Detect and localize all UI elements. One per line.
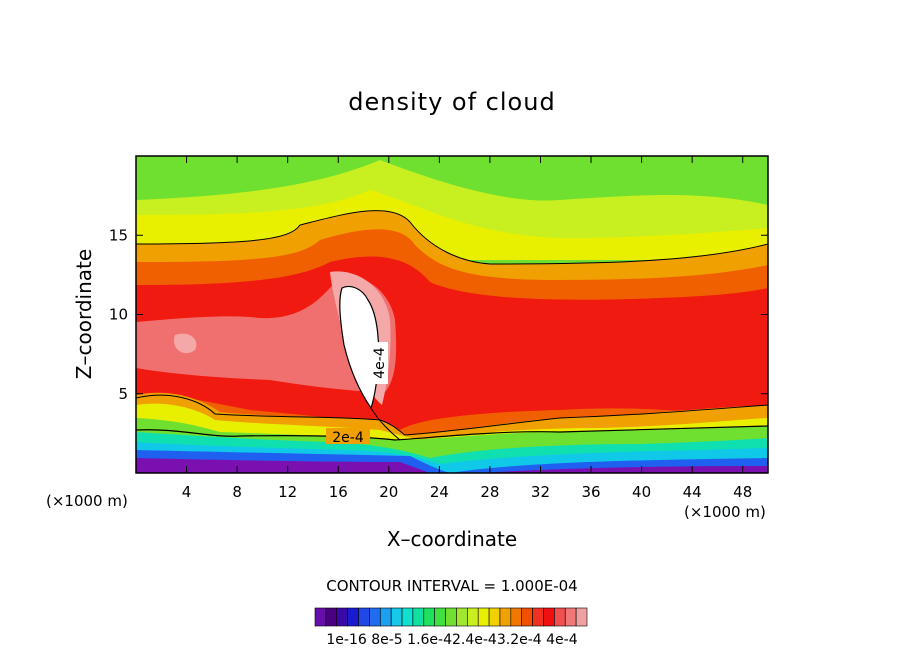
- plot-field: [136, 156, 768, 473]
- colorbar-swatch: [467, 607, 479, 627]
- band-light-pink-spot: [174, 333, 197, 354]
- colorbar-swatch: [314, 607, 327, 627]
- colorbar-swatch: [401, 607, 414, 627]
- colorbar-swatch: [358, 607, 370, 627]
- x-tick-label: 12: [278, 483, 297, 501]
- y-axis: 5 10 15: [109, 226, 768, 403]
- colorbar-swatch: [521, 607, 533, 627]
- colorbar-swatch: [390, 607, 403, 627]
- colorbar-swatch: [554, 607, 566, 627]
- x-tick-label: 24: [430, 483, 449, 501]
- x-tick-label: 40: [632, 483, 651, 501]
- contour-line-core-tail: [370, 407, 401, 441]
- colorbar-swatch: [369, 607, 381, 627]
- colorbar-swatch: [347, 607, 359, 627]
- colorbar-swatch: [532, 607, 544, 627]
- x-tick-label: 32: [531, 483, 550, 501]
- x-tick-label: 4: [182, 483, 192, 501]
- x-tick-label: 20: [379, 483, 398, 501]
- y-tick-label: 15: [109, 226, 128, 244]
- colorbar-swatch: [423, 607, 435, 627]
- contour-interval-text: CONTOUR INTERVAL = 1.000E-04: [326, 577, 578, 595]
- contour-label-bg-4e-4: [370, 342, 388, 384]
- colorbar-swatch: [543, 607, 555, 627]
- cloud-core-4e-4: [339, 285, 380, 410]
- colorbar-swatch: [412, 607, 425, 627]
- colorbar-swatch: [510, 607, 523, 627]
- y-tick-label: 5: [118, 385, 128, 403]
- y-axis-label: Z–coordinate: [72, 248, 96, 380]
- contour-line-lower: [136, 394, 768, 436]
- colorbar-swatch: [325, 607, 338, 627]
- colorbar-swatch: [336, 607, 348, 627]
- band-pink: [136, 277, 397, 392]
- x-axis-label: X–coordinate: [386, 527, 518, 551]
- colorbar-labels: 1e-16 8e-5 1.6e-42.4e-43.2e-4 4e-4: [326, 632, 578, 648]
- colorbar-swatch: [488, 607, 501, 627]
- x-tick-label: 16: [329, 483, 348, 501]
- contour-label-bg-2e-4: [326, 428, 370, 444]
- x-tick-label: 36: [581, 483, 600, 501]
- contour-label-4e-4: 4e-4: [372, 347, 388, 379]
- colorbar-swatch: [477, 607, 490, 627]
- colorbar-swatch: [445, 607, 457, 627]
- colorbar-swatch: [434, 607, 446, 627]
- colorbar: [314, 607, 588, 627]
- x-axis: 4 8 12 16 20 24 28 32 36 40 44 48: [182, 156, 752, 501]
- x-tick-label: 48: [733, 483, 752, 501]
- contour-line-upper: [136, 210, 768, 265]
- contour-label-2e-4: 2e-4: [332, 430, 364, 446]
- x-unit-right: (×1000 m): [684, 503, 766, 521]
- x-unit-left: (×1000 m): [46, 492, 128, 510]
- contour-line-2e-4: [136, 425, 768, 441]
- colorbar-swatch: [456, 607, 468, 627]
- colorbar-swatch: [564, 607, 577, 627]
- colorbar-swatch: [499, 607, 512, 627]
- chart-title: density of cloud: [348, 88, 556, 116]
- band-red: [136, 256, 768, 430]
- band-lower-purple: [136, 458, 768, 473]
- x-tick-label: 28: [480, 483, 499, 501]
- colorbar-swatch: [379, 607, 392, 627]
- x-tick-label: 44: [683, 483, 702, 501]
- colorbar-swatch: [575, 607, 588, 627]
- x-tick-label: 8: [232, 483, 242, 501]
- y-tick-label: 10: [109, 306, 128, 324]
